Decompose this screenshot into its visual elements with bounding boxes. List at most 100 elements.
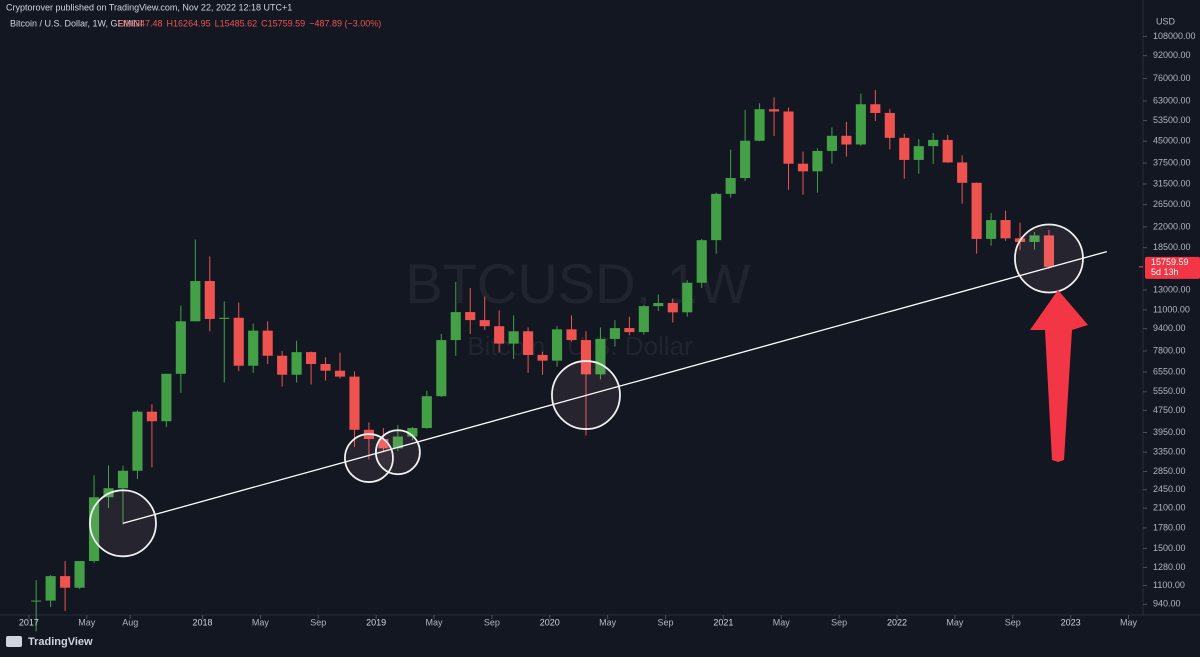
y-tick-label: 1280.00	[1153, 562, 1186, 572]
candle-body	[190, 281, 201, 322]
x-tick-label: 2021	[713, 617, 733, 627]
candle-body	[696, 240, 707, 283]
candle-body	[711, 193, 722, 241]
candle-body	[841, 135, 852, 145]
published-line: Cryptorover published on TradingView.com…	[6, 2, 292, 12]
x-tick-label: Sep	[1005, 617, 1021, 627]
candle-body	[740, 140, 751, 179]
ohlc-value: −487.89 (−3.00%)	[309, 18, 381, 28]
candle-body	[132, 411, 143, 471]
candle-body	[624, 328, 635, 333]
candle-body	[768, 109, 780, 112]
candle-body	[725, 178, 736, 194]
candle-body	[450, 312, 461, 341]
candle-body	[88, 497, 100, 562]
x-tick-label: May	[773, 617, 791, 627]
x-tick-label: May	[252, 617, 270, 627]
candle-body	[551, 329, 563, 361]
y-tick-label: 45000.00	[1153, 136, 1191, 146]
y-tick-label: 2100.00	[1153, 503, 1186, 513]
y-tick-label: 5550.00	[1153, 386, 1186, 396]
candle-body	[306, 352, 317, 365]
y-tick-label: 940.00	[1153, 599, 1181, 609]
candle-body	[421, 396, 432, 429]
candle-body	[942, 139, 953, 163]
y-tick-label: 108000.00	[1153, 31, 1196, 41]
candle-body	[971, 182, 982, 239]
candle-body	[175, 321, 186, 374]
y-tick-label: 92000.00	[1153, 50, 1191, 60]
y-tick-label: 18500.00	[1153, 242, 1191, 252]
x-tick-label: Aug	[122, 617, 138, 627]
y-tick-label: 1100.00	[1153, 580, 1185, 590]
candle-body	[580, 340, 592, 375]
candle-body	[653, 303, 664, 307]
watermark: BTCUSD, 1W	[405, 252, 750, 315]
candle-body	[117, 470, 129, 489]
candle-body	[248, 330, 259, 366]
y-tick-label: 11000.00	[1153, 304, 1190, 314]
candle-body	[884, 112, 895, 138]
highlight-circle	[551, 360, 621, 430]
ohlc-legend: O16247.48 H16264.95 L15485.62 C15759.59 −487…	[118, 18, 381, 28]
x-tick-label: Sep	[831, 617, 847, 627]
y-tick-label: 7800.00	[1153, 345, 1186, 355]
y-tick-label: 4750.00	[1153, 405, 1186, 415]
x-tick-label: 2018	[193, 617, 213, 627]
candle-body	[913, 146, 924, 160]
candle-body	[392, 436, 403, 449]
candle-body	[754, 109, 765, 141]
y-tick-label: 1500.00	[1153, 543, 1186, 553]
x-tick-label: Sep	[310, 617, 326, 627]
candle-body	[638, 306, 649, 333]
candle-body	[479, 320, 490, 327]
y-tick-label: 6550.00	[1153, 366, 1186, 376]
candle-body	[986, 220, 997, 239]
last-price-box	[1145, 256, 1200, 279]
candle-body	[204, 281, 215, 319]
candle-body	[465, 312, 476, 321]
plot-area	[31, 90, 1055, 632]
x-tick-label: May	[946, 617, 964, 627]
candle-body	[262, 330, 273, 356]
y-tick-label: 3350.00	[1153, 447, 1186, 457]
candle-body	[928, 139, 939, 147]
candle-body	[146, 411, 157, 422]
x-tick-label: 2023	[1061, 617, 1081, 627]
candle-body	[219, 317, 230, 319]
candle-body	[60, 576, 71, 588]
candle-body	[277, 355, 288, 375]
candle-body	[31, 600, 42, 602]
y-tick-label: 1780.00	[1153, 522, 1186, 532]
footer-brand: TradingView	[28, 636, 93, 648]
candle-body	[537, 354, 548, 361]
candle-body	[508, 331, 519, 344]
candle-body	[45, 576, 56, 601]
x-tick-label: Sep	[658, 617, 674, 627]
candle-body	[566, 329, 577, 341]
y-tick-label: 2450.00	[1153, 484, 1186, 494]
y-tick-label: 63000.00	[1153, 95, 1191, 105]
candle-body	[291, 352, 302, 375]
y-tick-label: 26500.00	[1153, 199, 1191, 209]
candle-body	[812, 150, 823, 172]
symbol-title: Bitcoin / U.S. Dollar, 1W, GEMINI	[10, 18, 143, 28]
x-tick-label: May	[599, 617, 617, 627]
candle-body	[826, 135, 837, 151]
highlight-circle	[374, 429, 421, 476]
candle-body	[1000, 220, 1011, 239]
x-tick-label: May	[1120, 617, 1138, 627]
candle-body	[523, 331, 534, 355]
countdown: 5d 13h	[1151, 267, 1179, 277]
candle-body	[667, 303, 678, 313]
x-tick-label: May	[426, 617, 444, 627]
highlight-circle	[1014, 223, 1084, 294]
candle-body	[320, 364, 331, 371]
annotations	[89, 223, 1108, 558]
candle-body	[436, 340, 447, 397]
highlight-circle	[344, 433, 394, 483]
candle-body	[899, 137, 910, 160]
candle-body	[797, 163, 809, 172]
